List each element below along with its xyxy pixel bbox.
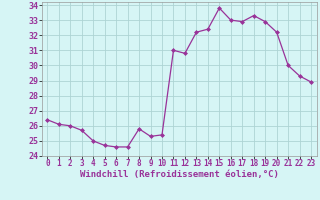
X-axis label: Windchill (Refroidissement éolien,°C): Windchill (Refroidissement éolien,°C)	[80, 170, 279, 179]
